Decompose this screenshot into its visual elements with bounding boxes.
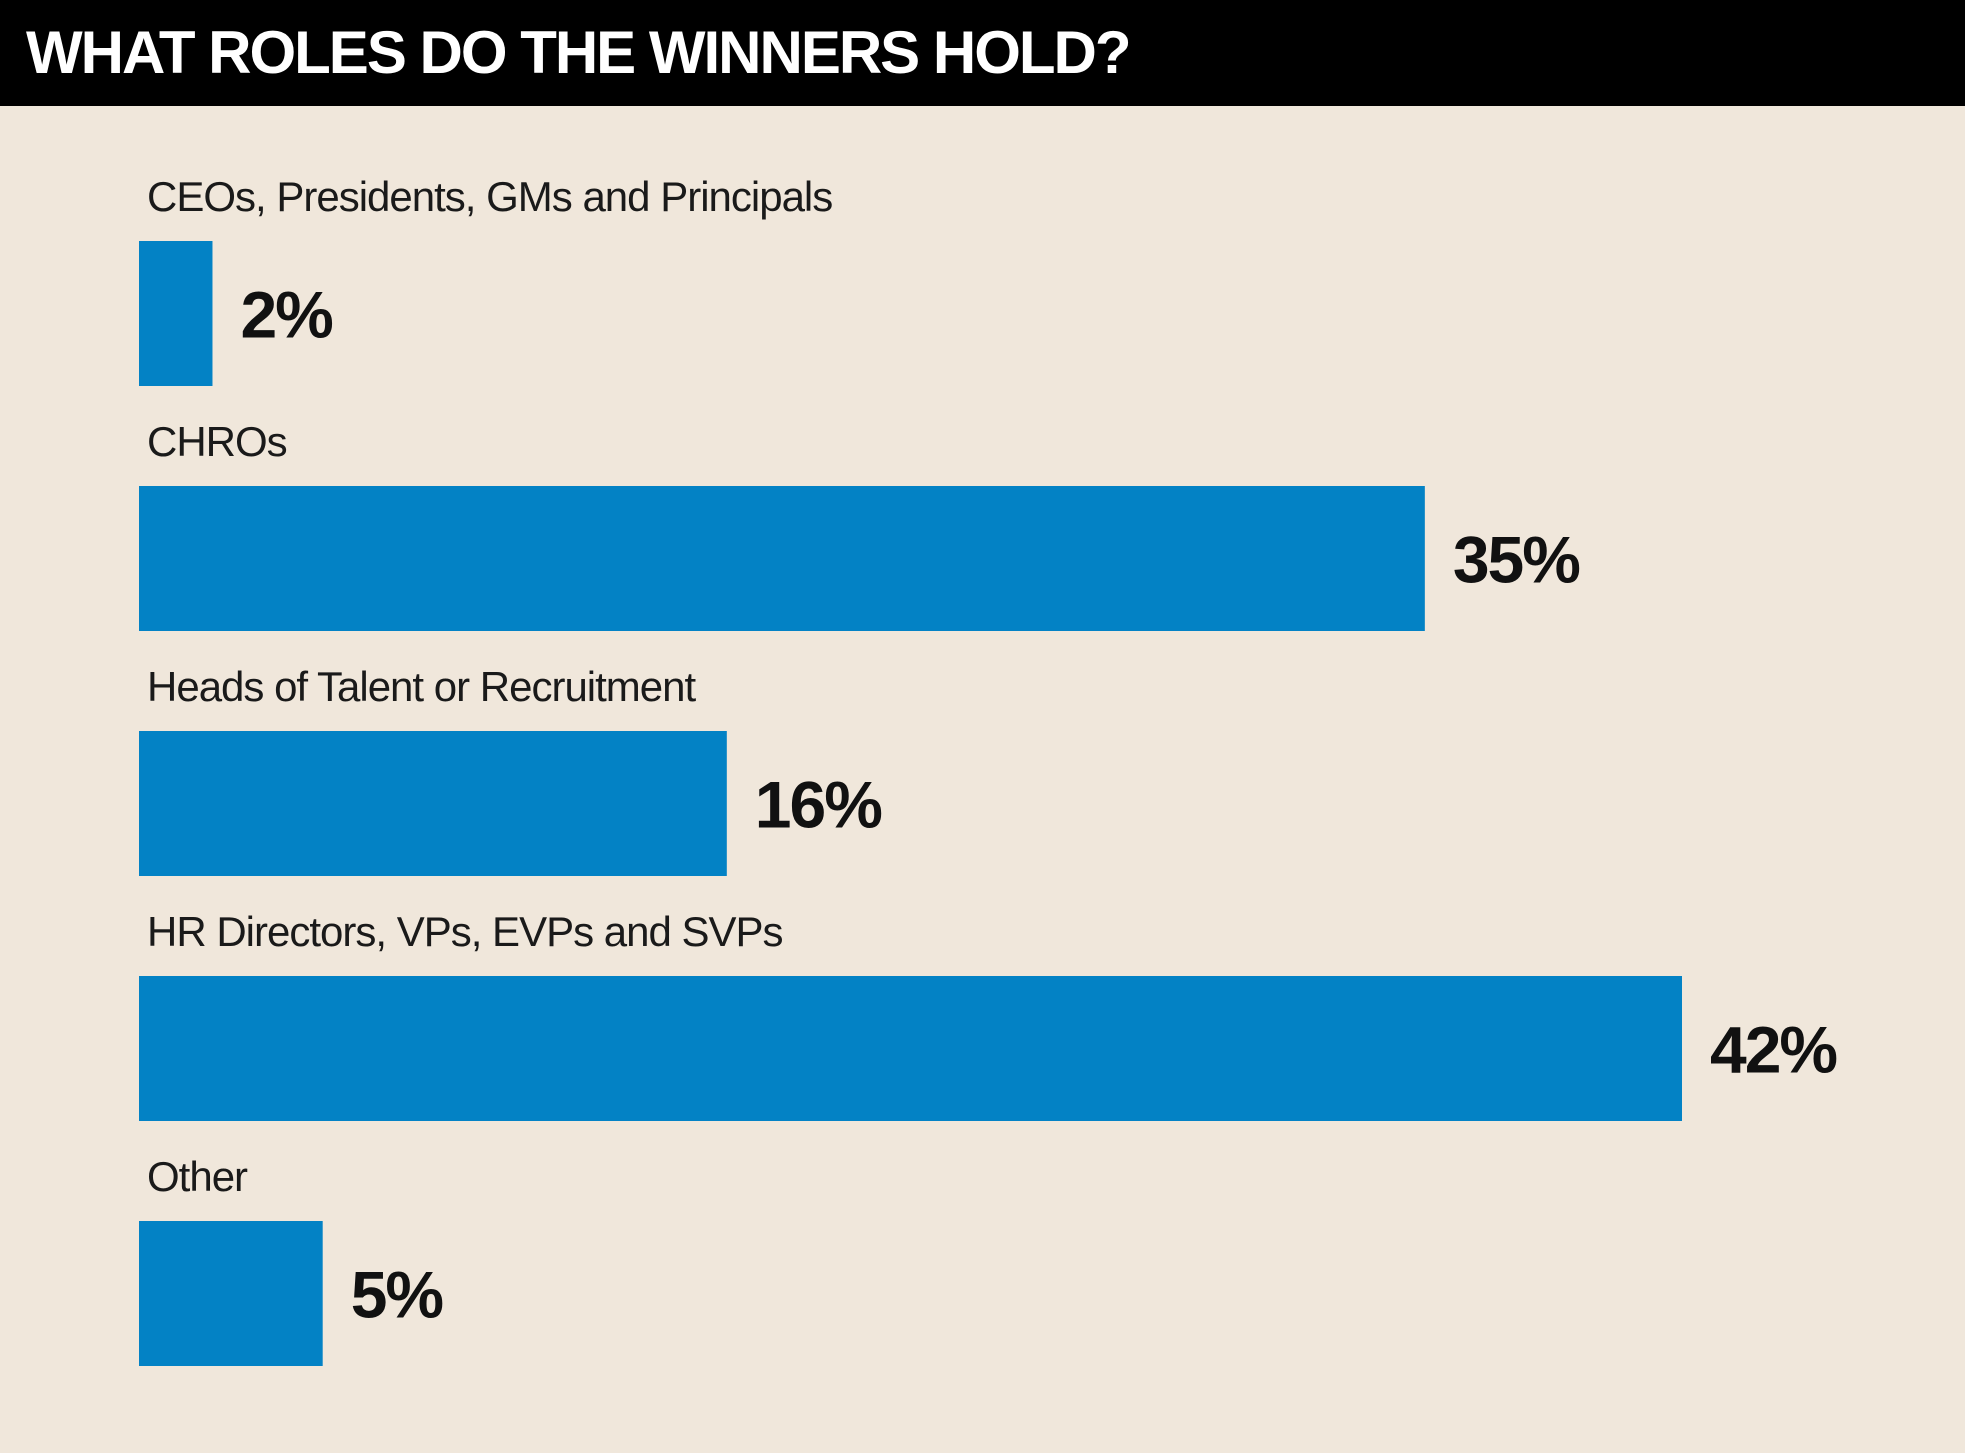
category-label: CHROs	[147, 418, 287, 465]
bar	[139, 731, 727, 876]
category-label: Heads of Talent or Recruitment	[147, 663, 697, 710]
category-label: Other	[147, 1153, 248, 1200]
title-bar: WHAT ROLES DO THE WINNERS HOLD?	[0, 0, 1965, 106]
bar	[139, 1221, 323, 1366]
bar-chart: CEOs, Presidents, GMs and Principals 2% CH…	[139, 173, 1838, 1366]
bar	[139, 976, 1682, 1121]
category-label: CEOs, Presidents, GMs and Principals	[147, 173, 832, 220]
value-label: 35%	[1453, 523, 1579, 597]
value-label: 42%	[1710, 1013, 1836, 1087]
bars-layer: CEOs, Presidents, GMs and Principals 2% CH…	[139, 173, 1838, 1366]
bar	[139, 486, 1425, 631]
bar	[139, 241, 213, 386]
value-label: 5%	[351, 1258, 443, 1332]
value-label: 2%	[240, 278, 332, 352]
chart-title: WHAT ROLES DO THE WINNERS HOLD?	[26, 19, 1131, 86]
value-label: 16%	[755, 768, 881, 842]
category-label: HR Directors, VPs, EVPs and SVPs	[147, 908, 783, 955]
